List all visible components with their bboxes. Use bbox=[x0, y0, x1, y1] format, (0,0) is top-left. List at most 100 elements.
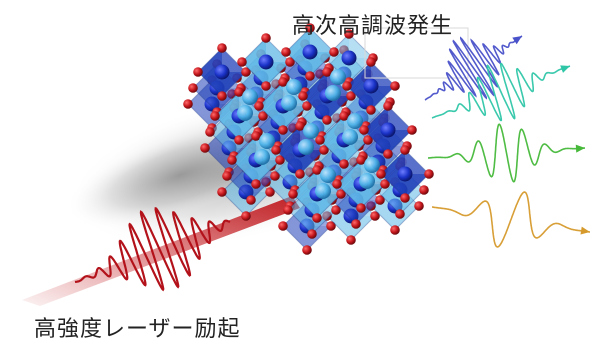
oxygen-atom bbox=[322, 115, 332, 125]
oxygen-atom bbox=[227, 155, 237, 165]
oxygen-atom bbox=[278, 221, 288, 231]
oxygen-atom bbox=[210, 111, 220, 121]
oxygen-atom bbox=[424, 169, 434, 179]
oxygen-atom bbox=[258, 111, 268, 121]
oxygen-atom bbox=[407, 125, 417, 135]
oxygen-atom bbox=[356, 203, 366, 213]
harmonic-arrowhead bbox=[580, 226, 590, 235]
oxygen-atom bbox=[312, 213, 322, 223]
oxygen-atom bbox=[237, 57, 247, 67]
b-site-atom bbox=[380, 122, 396, 138]
oxygen-atom bbox=[312, 165, 322, 175]
oxygen-atom bbox=[414, 201, 424, 211]
oxygen-atom bbox=[183, 99, 193, 109]
oxygen-atom bbox=[342, 81, 352, 91]
oxygen-atom bbox=[188, 83, 198, 93]
octahedron bbox=[342, 57, 400, 115]
b-site-atom bbox=[363, 78, 379, 94]
oxygen-atom bbox=[395, 209, 405, 219]
oxygen-atom bbox=[319, 145, 329, 155]
perovskite-crystal-icon bbox=[183, 23, 434, 255]
oxygen-atom bbox=[278, 77, 288, 87]
b-site-atom bbox=[214, 64, 230, 80]
oxygen-atom bbox=[278, 125, 288, 135]
harmonic-arrowhead bbox=[575, 144, 585, 153]
oxygen-atom bbox=[383, 101, 393, 111]
annotation-frame bbox=[364, 27, 469, 79]
oxygen-atom bbox=[217, 43, 227, 53]
harmonic-wave bbox=[424, 35, 523, 101]
oxygen-atom bbox=[390, 225, 400, 235]
a-site-atom bbox=[298, 139, 314, 155]
a-site-atom bbox=[286, 79, 302, 95]
oxygen-atom bbox=[326, 221, 336, 231]
a-site-atom bbox=[281, 95, 297, 111]
a-site-atom bbox=[325, 85, 341, 101]
oxygen-atom bbox=[339, 159, 349, 169]
oxygen-atom bbox=[298, 91, 308, 101]
oxygen-atom bbox=[400, 145, 410, 155]
oxygen-atom bbox=[234, 87, 244, 97]
a-site-atom bbox=[315, 183, 331, 199]
oxygen-atom bbox=[363, 135, 373, 145]
oxygen-atom bbox=[400, 193, 410, 203]
b-site-atom bbox=[302, 44, 318, 60]
oxygen-atom bbox=[370, 211, 380, 221]
b-site-atom bbox=[397, 166, 413, 182]
oxygen-atom bbox=[339, 111, 349, 121]
oxygen-atom bbox=[329, 47, 339, 57]
oxygen-atom bbox=[288, 189, 298, 199]
a-site-atom bbox=[242, 89, 258, 105]
oxygen-atom bbox=[351, 219, 361, 229]
a-site-atom bbox=[342, 129, 358, 145]
a-site-atom bbox=[330, 69, 346, 85]
b-site-atom bbox=[341, 50, 357, 66]
oxygen-atom bbox=[336, 189, 346, 199]
oxygen-atom bbox=[356, 155, 366, 165]
oxygen-atom bbox=[346, 91, 356, 101]
oxygen-atom bbox=[359, 125, 369, 135]
a-site-atom bbox=[359, 173, 375, 189]
oxygen-atom bbox=[376, 169, 386, 179]
input-label: 高強度レーザー励起 bbox=[34, 317, 241, 342]
oxygen-atom bbox=[251, 179, 261, 189]
a-site-atom bbox=[254, 149, 270, 165]
oxygen-atom bbox=[234, 135, 244, 145]
oxygen-atom bbox=[315, 135, 325, 145]
oxygen-atom bbox=[366, 57, 376, 67]
oxygen-atom bbox=[241, 67, 251, 77]
oxygen-atom bbox=[254, 101, 264, 111]
oxygen-atom bbox=[419, 185, 429, 195]
oxygen-atom bbox=[251, 131, 261, 141]
oxygen-atom bbox=[332, 179, 342, 189]
oxygen-atom bbox=[302, 101, 312, 111]
a-site-atom bbox=[364, 157, 380, 173]
oxygen-atom bbox=[305, 71, 315, 81]
oxygen-atom bbox=[366, 105, 376, 115]
harmonic-arrowhead bbox=[512, 36, 522, 45]
oxygen-atom bbox=[241, 211, 251, 221]
oxygen-atom bbox=[331, 205, 341, 215]
oxygen-atom bbox=[346, 235, 356, 245]
oxygen-atom bbox=[261, 81, 271, 91]
harmonic-arrowhead bbox=[560, 65, 570, 73]
oxygen-atom bbox=[217, 187, 227, 197]
octahedron bbox=[193, 43, 251, 101]
oxygen-atom bbox=[305, 23, 315, 33]
oxygen-atom bbox=[222, 171, 232, 181]
harmonic-waveforms-icon bbox=[424, 35, 590, 248]
oxygen-atom bbox=[246, 195, 256, 205]
harmonic-wave bbox=[431, 62, 571, 122]
oxygen-atom bbox=[270, 171, 280, 181]
a-site-atom bbox=[237, 105, 253, 121]
oxygen-atom bbox=[275, 155, 285, 165]
oxygen-atom bbox=[344, 29, 354, 39]
oxygen-atom bbox=[271, 145, 281, 155]
oxygen-atom bbox=[283, 205, 293, 215]
oxygen-atom bbox=[380, 179, 390, 189]
octahedron bbox=[281, 23, 339, 81]
harmonic-wave bbox=[432, 191, 590, 248]
oxygen-atom bbox=[307, 229, 317, 239]
a-site-atom bbox=[320, 167, 336, 183]
